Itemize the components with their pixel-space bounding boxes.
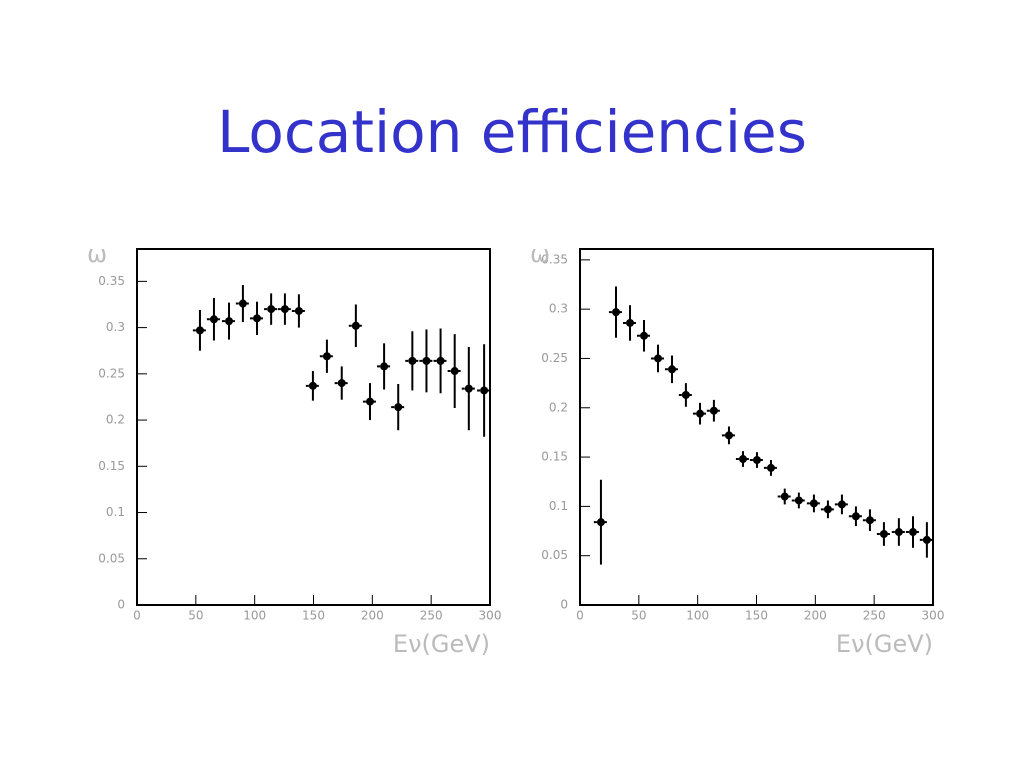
y-tick-label: 0.2: [549, 400, 568, 414]
x-tick-label: 150: [745, 609, 768, 623]
data-point: [752, 456, 761, 465]
data-point: [351, 321, 360, 330]
data-point: [922, 535, 931, 544]
data-point: [780, 492, 789, 501]
y-tick-label: 0.25: [98, 366, 125, 380]
data-point: [322, 352, 331, 361]
data-point: [865, 516, 874, 525]
data-point: [894, 528, 903, 537]
y-tick-label: 0.15: [541, 450, 568, 464]
x-tick-label: 200: [804, 609, 827, 623]
data-point: [654, 354, 663, 363]
y-tick-label: 0.35: [541, 252, 568, 266]
y-tick-label: 0.3: [106, 320, 125, 334]
data-point: [337, 379, 346, 388]
y-tick-label: 0: [560, 598, 568, 612]
data-point: [238, 299, 247, 308]
data-point: [394, 403, 403, 412]
data-point: [879, 529, 888, 538]
slide-title: Location efficiencies: [217, 98, 807, 166]
x-tick-label: 50: [188, 609, 203, 623]
x-tick-label: 300: [479, 609, 502, 623]
y-tick-label: 0.35: [98, 274, 125, 288]
data-point: [696, 409, 705, 418]
data-point: [308, 381, 317, 390]
data-point: [766, 463, 775, 472]
data-point: [253, 314, 262, 323]
x-axis-label: Eν(GeV): [393, 630, 490, 658]
data-point: [809, 499, 818, 508]
data-point: [908, 528, 917, 537]
data-point: [380, 362, 389, 371]
data-point: [480, 386, 489, 395]
y-tick-label: 0.2: [106, 413, 125, 427]
data-point: [195, 326, 204, 335]
y-axis-label: ω: [87, 240, 107, 268]
x-tick-label: 250: [420, 609, 443, 623]
data-point: [681, 390, 690, 399]
y-tick-label: 0.05: [98, 551, 125, 565]
data-point: [640, 331, 649, 340]
data-point: [408, 356, 417, 365]
data-point: [280, 305, 289, 314]
data-point: [365, 397, 374, 406]
data-point: [596, 518, 605, 527]
data-point: [626, 318, 635, 327]
y-tick-label: 0.3: [549, 302, 568, 316]
data-point: [209, 315, 218, 324]
data-point: [851, 512, 860, 521]
data-point: [294, 306, 303, 315]
y-tick-label: 0.1: [106, 505, 125, 519]
y-tick-label: 0.1: [549, 499, 568, 513]
x-tick-label: 300: [922, 609, 945, 623]
x-tick-label: 200: [361, 609, 384, 623]
y-axis-label: ω: [530, 240, 550, 268]
y-tick-label: 0: [117, 598, 125, 612]
x-tick-label: 0: [133, 609, 141, 623]
y-tick-label: 0.05: [541, 548, 568, 562]
y-tick-label: 0.15: [98, 459, 125, 473]
data-point: [837, 500, 846, 509]
x-tick-label: 250: [863, 609, 886, 623]
chart: 0 0.05 0.1 0.15 0.2 0.25 0.3 0.35 0 50 100 150 200 25…: [87, 240, 501, 658]
data-point: [823, 505, 832, 514]
data-point: [267, 305, 276, 314]
x-tick-label: 50: [631, 609, 646, 623]
data-point: [464, 384, 473, 393]
x-tick-label: 150: [302, 609, 325, 623]
data-point: [450, 367, 459, 376]
data-point: [709, 406, 718, 415]
x-tick-label: 100: [243, 609, 266, 623]
data-point: [724, 431, 733, 440]
y-tick-label: 0.25: [541, 351, 568, 365]
x-tick-label: 100: [686, 609, 709, 623]
x-tick-label: 0: [576, 609, 584, 623]
data-point: [422, 356, 431, 365]
data-point: [225, 317, 234, 326]
chart: 0 0.05 0.1 0.15 0.2 0.25 0.3 0.35 0 50 100 150 200 25…: [530, 240, 944, 658]
data-point: [436, 356, 445, 365]
data-point: [668, 365, 677, 374]
data-point: [612, 308, 621, 317]
data-point: [738, 455, 747, 464]
data-point: [794, 496, 803, 505]
x-axis-label: Eν(GeV): [836, 630, 933, 658]
